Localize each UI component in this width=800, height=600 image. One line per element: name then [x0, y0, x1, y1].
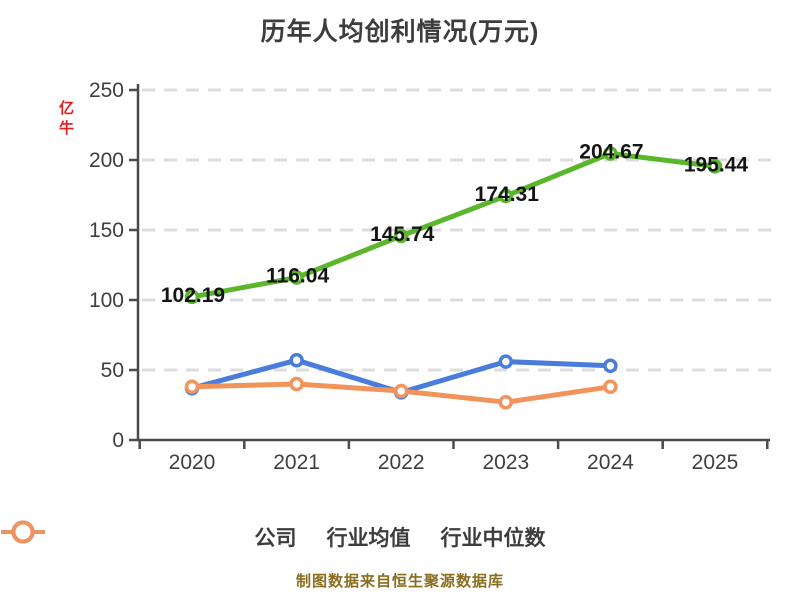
data-point-company	[707, 159, 723, 174]
legend-label: 行业均值	[326, 527, 411, 550]
y-tick-label: 250	[89, 79, 124, 102]
legend-label: 公司	[254, 527, 297, 550]
data-point-industry-median	[498, 394, 514, 410]
data-point-company	[393, 228, 409, 244]
x-tick-label: 2024	[587, 451, 634, 474]
data-point-industry-median	[603, 379, 618, 395]
y-tick-label: 100	[89, 289, 124, 312]
value-label: 204.67	[579, 140, 643, 163]
data-point-company	[184, 289, 200, 305]
series-line-company	[189, 150, 718, 300]
data-point-industry-median	[393, 383, 409, 399]
data-point-company	[289, 270, 304, 285]
legend-item-company: 公司	[1, 520, 297, 552]
data-point-company	[498, 188, 514, 204]
x-tick-label: 2020	[169, 451, 216, 474]
data-point-industry-average	[498, 354, 514, 369]
value-label: 116.04	[266, 265, 329, 288]
legend-item-industry-median: 行业中位数	[1, 520, 546, 552]
value-label: 145.74	[370, 223, 435, 246]
data-point-industry-average	[289, 352, 304, 368]
legend-label: 行业中位数	[440, 527, 546, 550]
value-label: 195.44	[684, 153, 749, 176]
red-watermark: 亿牛	[57, 100, 74, 140]
x-tick-label: 2023	[482, 451, 529, 474]
value-label: 174.31	[475, 183, 540, 206]
x-tick-label: 2021	[273, 451, 320, 474]
y-tick-label: 150	[89, 219, 124, 242]
legend-item-industry-average: 行业均值	[1, 520, 411, 552]
y-tick-label: 50	[101, 359, 124, 382]
legend-marker-industry-median-icon	[1, 520, 45, 544]
line-chart: 0 50 100 150 200 250 2020 2021 2022 2023 2024 2025 1…	[89, 79, 772, 474]
x-tick-label: 2022	[378, 451, 425, 474]
x-tick-label: 2025	[692, 451, 739, 474]
data-point-company	[603, 146, 618, 161]
y-tick-label: 0	[112, 429, 124, 452]
value-label: 102.19	[161, 284, 225, 307]
y-tick-label: 200	[89, 149, 124, 172]
data-point-industry-average	[603, 358, 618, 374]
legend: 公司 行业均值 行业中位数	[0, 518, 800, 556]
data-point-industry-median	[289, 376, 304, 392]
data-point-industry-median	[184, 379, 200, 395]
chart-title: 历年人均创利情况(万元)	[260, 18, 540, 46]
source-caption: 制图数据来自恒生聚源数据库	[295, 573, 504, 590]
